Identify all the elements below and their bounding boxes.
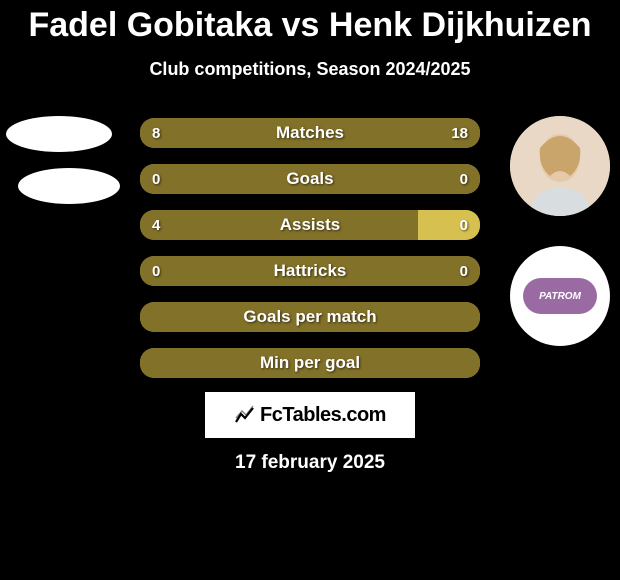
- subtitle: Club competitions, Season 2024/2025: [0, 59, 620, 80]
- brand-icon: [234, 404, 256, 426]
- right-club-badge: PATROM: [510, 246, 610, 346]
- page-title: Fadel Gobitaka vs Henk Dijkhuizen: [0, 0, 620, 45]
- date-text: 17 february 2025: [0, 452, 620, 474]
- stat-bar-min-per-goal: Min per goal: [140, 348, 480, 378]
- left-player-avatar: [6, 116, 112, 152]
- brand-badge: FcTables.com: [205, 392, 415, 438]
- stat-bar-assists: Assists40: [140, 210, 480, 240]
- stat-bar-hattricks: Hattricks00: [140, 256, 480, 286]
- stat-bar-goals: Goals00: [140, 164, 480, 194]
- stat-bar-goals-per-match: Goals per match: [140, 302, 480, 332]
- brand-text: FcTables.com: [260, 404, 386, 427]
- right-player-avatar: [510, 116, 610, 216]
- club-badge-label: PATROM: [523, 278, 597, 314]
- comparison-infographic: Fadel Gobitaka vs Henk Dijkhuizen Club c…: [0, 0, 620, 580]
- stat-bars: Matches818 Goals00 Assists40 Hattricks00 Goa…: [140, 118, 480, 394]
- left-club-badge: [18, 168, 120, 204]
- stat-bar-matches: Matches818: [140, 118, 480, 148]
